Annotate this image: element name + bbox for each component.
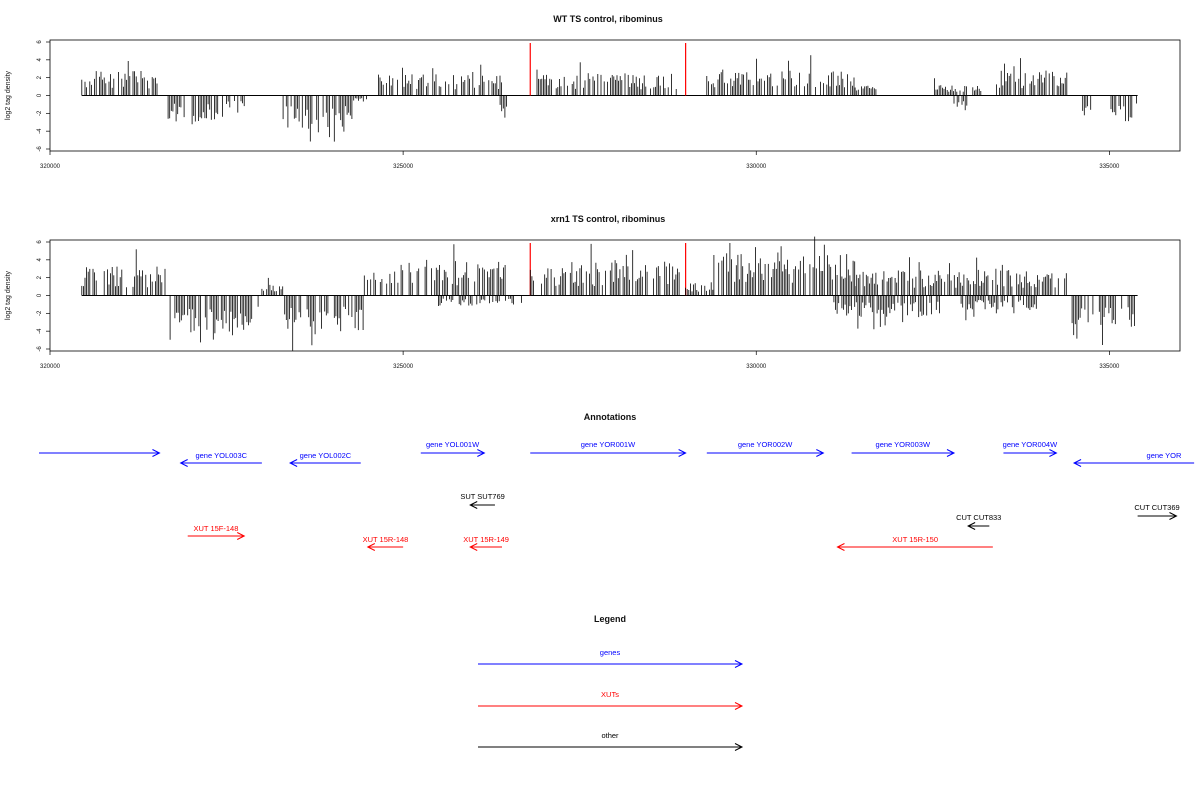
annotation-arrow <box>851 449 956 457</box>
annotation-label: XUT 15R-150 <box>892 535 938 544</box>
y-tick-label: 0 <box>37 93 43 97</box>
arrow-head <box>836 543 845 551</box>
x-tick-label: 320000 <box>40 364 61 370</box>
annotation-label: gene YOR <box>1147 451 1182 460</box>
legend-arrow <box>478 743 744 751</box>
chart-panel-0 <box>46 39 1181 155</box>
annotation-label: gene YOL002C <box>300 451 352 460</box>
annotation-arrow <box>530 449 687 457</box>
y-tick-label: -4 <box>37 328 43 334</box>
arrow-head <box>179 459 188 467</box>
y-axis-label: log2 tag density <box>5 270 12 320</box>
annotation-label: gene YOR001W <box>581 440 636 449</box>
annotation-label: gene YOR004W <box>1003 440 1058 449</box>
annotation-label: gene YOL001W <box>426 440 480 449</box>
annotation-label: XUT 15F-148 <box>194 524 239 533</box>
chart-title: WT TS control, ribominus <box>553 14 663 24</box>
annotation-arrow <box>469 543 502 551</box>
y-tick-label: -6 <box>37 346 43 352</box>
arrow-head <box>734 660 744 668</box>
annotation-label: gene YOR002W <box>738 440 793 449</box>
arrow-head <box>152 449 161 457</box>
annotation-arrow <box>39 449 161 457</box>
annotation-label: CUT CUT369 <box>1134 503 1179 512</box>
y-tick-label: 6 <box>37 40 43 44</box>
arrow-head <box>1169 512 1178 520</box>
arrow-head <box>289 459 298 467</box>
annotation-label: XUT 15R-149 <box>463 535 509 544</box>
x-tick-label: 335000 <box>1099 364 1120 370</box>
annotations-title: Annotations <box>584 412 637 422</box>
annotation-arrow <box>420 449 486 457</box>
y-tick-label: 4 <box>37 258 43 262</box>
y-tick-label: -2 <box>37 310 43 316</box>
annotation-arrow <box>366 543 404 551</box>
annotation-arrow <box>706 449 825 457</box>
x-tick-label: 320000 <box>40 164 61 170</box>
legend-label: other <box>601 731 619 740</box>
annotation-arrow <box>469 501 495 509</box>
annotation-label: CUT CUT833 <box>956 513 1001 522</box>
annotation-arrow <box>1072 459 1195 467</box>
y-tick-label: 2 <box>37 275 43 279</box>
annotation-arrow <box>1003 449 1058 457</box>
y-tick-label: 0 <box>37 293 43 297</box>
x-tick-label: 330000 <box>746 164 767 170</box>
x-tick-label: 325000 <box>393 364 414 370</box>
density-spikes <box>81 55 1137 142</box>
arrow-head <box>734 702 744 710</box>
legend-label: genes <box>600 648 621 657</box>
arrow-head <box>816 449 825 457</box>
chart-panel-1 <box>46 236 1181 355</box>
y-tick-label: 4 <box>37 58 43 62</box>
y-tick-label: -6 <box>37 146 43 152</box>
legend-arrow <box>478 702 744 710</box>
y-tick-label: -4 <box>37 128 43 134</box>
chart-title: xrn1 TS control, ribominus <box>551 214 666 224</box>
annotation-arrow <box>1137 512 1178 520</box>
x-tick-label: 330000 <box>746 364 767 370</box>
legend-label: XUTs <box>601 690 619 699</box>
y-tick-label: -2 <box>37 110 43 116</box>
annotation-arrow <box>289 459 361 467</box>
annotation-arrow <box>967 522 990 530</box>
annotation-arrow <box>179 459 262 467</box>
arrow-head <box>1072 459 1082 467</box>
annotation-label: XUT 15R-148 <box>363 535 409 544</box>
annotation-arrow <box>836 543 993 551</box>
arrow-head <box>477 449 486 457</box>
x-tick-label: 325000 <box>393 164 414 170</box>
arrow-head <box>967 522 976 530</box>
legend-title: Legend <box>594 614 626 624</box>
arrow-head <box>366 543 376 551</box>
legend-arrow <box>478 660 744 668</box>
annotation-label: SUT SUT769 <box>460 492 504 501</box>
density-spikes <box>81 236 1135 351</box>
arrow-head <box>1049 449 1058 457</box>
y-tick-label: 2 <box>37 75 43 79</box>
x-tick-label: 335000 <box>1099 164 1120 170</box>
y-axis-label: log2 tag density <box>5 70 12 120</box>
annotation-label: gene YOR003W <box>876 440 931 449</box>
arrow-head <box>236 532 246 540</box>
arrow-head <box>469 501 478 509</box>
arrow-head <box>469 543 478 551</box>
y-tick-label: 6 <box>37 240 43 244</box>
arrow-head <box>734 743 744 751</box>
annotation-label: gene YOL003C <box>195 451 247 460</box>
annotation-arrow <box>187 532 246 540</box>
arrow-head <box>678 449 687 457</box>
arrow-head <box>946 449 956 457</box>
